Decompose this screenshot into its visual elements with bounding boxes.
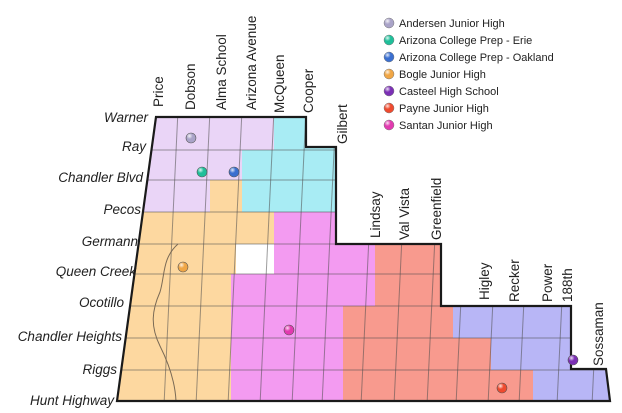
legend-item-payne-junior-high: Payne Junior High <box>383 102 489 115</box>
zone-payne <box>343 244 533 401</box>
road-label-dobson: Dobson <box>183 63 198 110</box>
school-marker-arizona-college-prep-erie[interactable] <box>196 166 208 178</box>
road-label-ray: Ray <box>122 139 147 154</box>
road-label-riggs: Riggs <box>82 362 117 377</box>
school-marker-bogle-junior-high[interactable] <box>177 261 189 273</box>
road-label-greenfield: Greenfield <box>429 178 444 240</box>
legend-label: Bogle Junior High <box>399 69 486 81</box>
road-label-hunt-highway: Hunt Highway <box>30 393 115 408</box>
school-marker-arizona-college-prep-oakland[interactable] <box>228 166 240 178</box>
road-label-alma-school: Alma School <box>214 34 229 110</box>
legend-item-arizona-college-prep-erie: Arizona College Prep - Erie <box>383 34 532 47</box>
legend-label: Andersen Junior High <box>399 18 505 30</box>
road-label-gilbert: Gilbert <box>335 104 350 144</box>
road-label-chandler-heights: Chandler Heights <box>18 329 123 344</box>
road-label-188th: 188th <box>560 268 575 302</box>
school-markers <box>177 132 579 394</box>
school-marker-payne-junior-high[interactable] <box>496 382 508 394</box>
legend-label: Santan Junior High <box>399 120 493 132</box>
road-label-higley: Higley <box>477 262 492 300</box>
legend: Andersen Junior High Arizona College Prep… <box>383 17 554 132</box>
school-marker-casteel-high-school[interactable] <box>567 354 579 366</box>
road-label-warner: Warner <box>104 110 149 125</box>
road-label-arizona-avenue: Arizona Avenue <box>244 16 259 110</box>
legend-item-casteel-high-school: Casteel High School <box>383 85 499 98</box>
legend-label: Casteel High School <box>399 86 499 98</box>
road-label-mcqueen: McQueen <box>272 54 287 113</box>
road-label-queen-creek: Queen Creek <box>56 264 138 279</box>
legend-label: Arizona College Prep - Oakland <box>399 52 554 64</box>
road-label-pecos: Pecos <box>103 202 141 217</box>
road-label-val-vista: Val Vista <box>397 187 412 240</box>
legend-item-arizona-college-prep-oakland: Arizona College Prep - Oakland <box>383 51 554 64</box>
attendance-zones <box>117 117 610 401</box>
school-marker-santan-junior-high[interactable] <box>283 324 295 336</box>
road-label-price: Price <box>151 76 166 107</box>
road-label-lindsay: Lindsay <box>368 191 383 238</box>
legend-item-andersen-junior-high: Andersen Junior High <box>383 17 505 30</box>
district-outline <box>115 115 612 403</box>
road-label-recker: Recker <box>507 259 522 302</box>
east-west-road-labels: Warner Ray Chandler Blvd Pecos Germann Queen … <box>18 110 149 408</box>
legend-label: Payne Junior High <box>399 103 489 115</box>
road-label-ocotillo: Ocotillo <box>79 295 125 310</box>
school-marker-andersen-junior-high[interactable] <box>185 132 197 144</box>
zone-bogle-north <box>210 180 242 212</box>
road-label-cooper: Cooper <box>301 68 316 113</box>
road-label-power: Power <box>540 263 555 302</box>
road-label-germann: Germann <box>82 234 138 249</box>
zone-arizona-college-prep <box>242 117 336 212</box>
north-south-road-labels: Price Dobson Alma School Arizona Avenue McQu… <box>151 16 606 366</box>
legend-item-bogle-junior-high: Bogle Junior High <box>383 68 486 81</box>
zone-casteel <box>441 306 610 401</box>
river-line <box>152 243 179 401</box>
legend-item-santan-junior-high: Santan Junior High <box>383 119 493 132</box>
road-label-sossaman: Sossaman <box>591 302 606 366</box>
legend-label: Arizona College Prep - Erie <box>399 35 532 47</box>
road-label-chandler-blvd: Chandler Blvd <box>58 170 143 185</box>
